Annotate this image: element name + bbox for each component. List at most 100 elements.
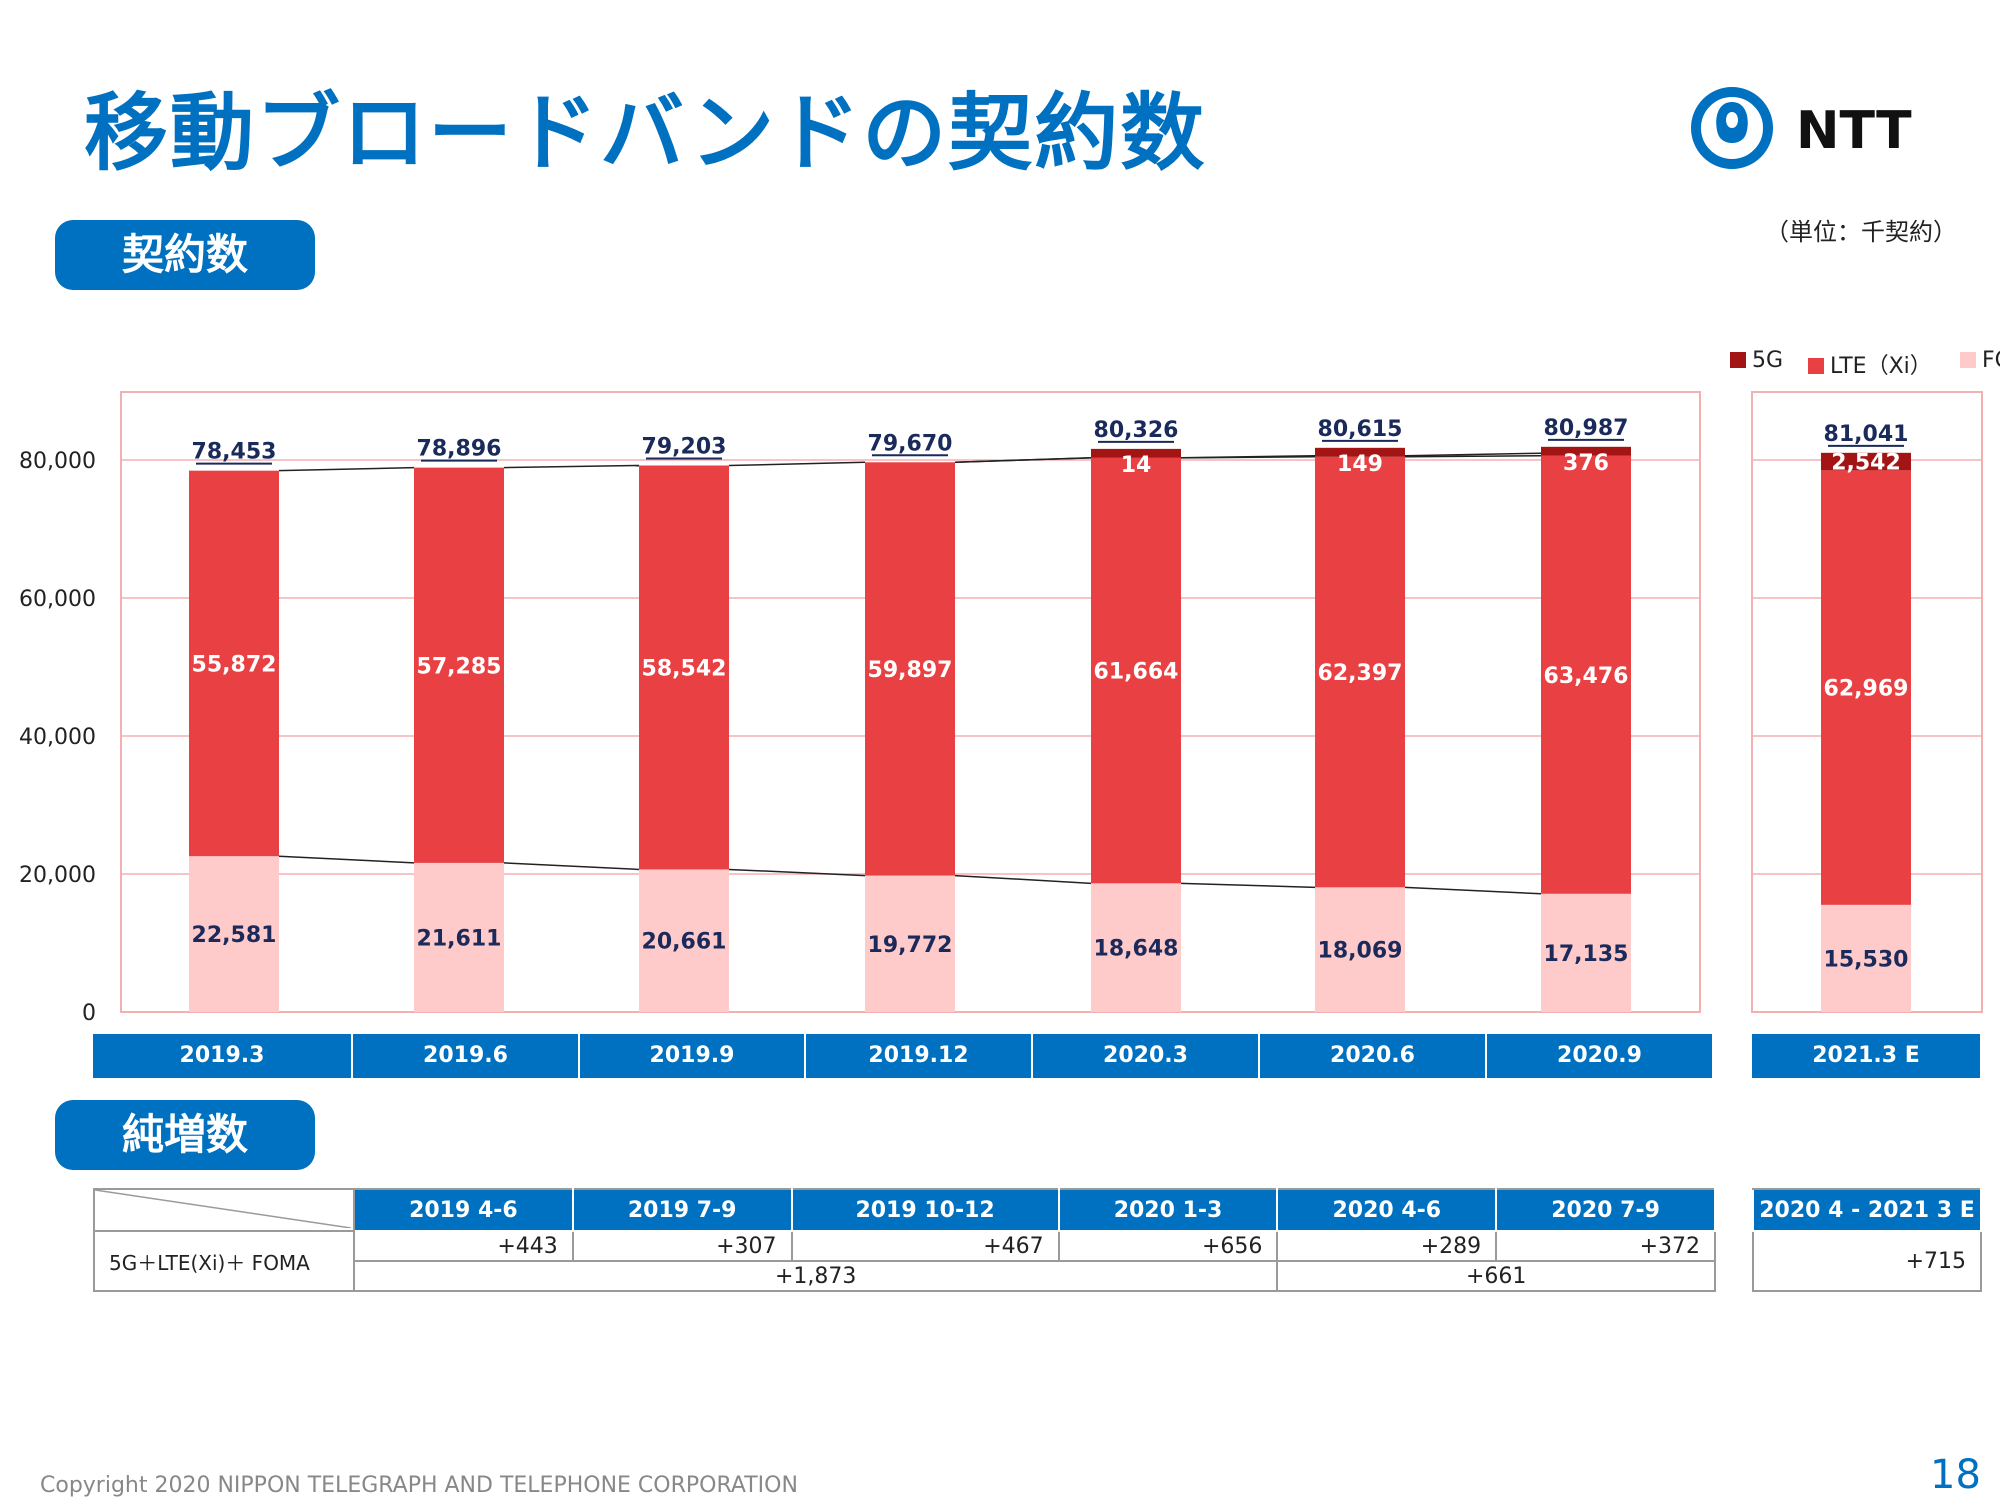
bar-5g: [1315, 447, 1405, 457]
x-tick-label: 2020.6: [1260, 1034, 1487, 1078]
lte-connector: [503, 464, 640, 469]
label-5g: 376: [1563, 451, 1609, 476]
label-total: 78,453: [192, 440, 277, 465]
foma-connector: [1180, 882, 1316, 889]
label-total: 80,615: [1318, 417, 1403, 442]
ntt-logo-icon: [1691, 87, 1773, 169]
page-title: 移動ブロードバンドの契約数: [84, 84, 1207, 182]
bar-lte: [1541, 455, 1631, 894]
unit-label: （単位：千契約）: [1765, 218, 1957, 246]
bar-foma: [189, 856, 279, 1012]
total-connector: [954, 457, 1092, 464]
table-corner-cell: [93, 1188, 355, 1232]
x-tick-label: 2020.3: [1033, 1034, 1260, 1078]
value-q5: +289: [1276, 1230, 1498, 1262]
legend-item-5g: 5G: [1730, 348, 1783, 373]
y-tick-label: 0: [82, 1001, 96, 1026]
foma-connector: [1404, 886, 1542, 895]
label-lte: 55,872: [192, 652, 277, 677]
header-forecast: 2020 4 - 2021 3 E: [1752, 1188, 1982, 1232]
label-foma: 18,069: [1318, 939, 1403, 964]
stacked-bar-chart: 0 20,000 40,000 60,000 80,000 22,581 55,872 78,…: [19, 391, 1983, 1026]
label-foma: 18,648: [1094, 937, 1179, 962]
label-foma: 15,530: [1824, 947, 1909, 972]
label-foma: 17,135: [1544, 942, 1629, 967]
lte-connector: [1404, 455, 1542, 458]
total-connector: [1180, 455, 1316, 459]
y-tick-label: 80,000: [19, 449, 96, 474]
label-5g: 149: [1337, 452, 1383, 477]
label-total: 78,896: [417, 437, 502, 462]
header-q2: 2019 7-9: [571, 1188, 793, 1232]
bar-lte: [639, 465, 729, 870]
x-tick-label: 2019.6: [353, 1034, 580, 1078]
y-tick-label: 40,000: [19, 725, 96, 750]
value-q3: +467: [790, 1230, 1060, 1262]
x-tick-label: 2019.9: [580, 1034, 806, 1078]
label-total: 81,041: [1824, 422, 1909, 447]
lte-connector: [278, 466, 415, 472]
row-label: 5G＋LTE(Xi)＋ FOMA: [93, 1230, 355, 1292]
label-total: 79,670: [868, 431, 953, 456]
value-forecast: +715: [1752, 1230, 1982, 1292]
label-lte: 62,969: [1824, 677, 1909, 702]
header-q6: 2020 7-9: [1495, 1188, 1716, 1232]
label-lte: 61,664: [1094, 660, 1179, 685]
net-additions-table: 2019 4-6 2019 7-9 2019 10-12 2020 1-3 20…: [93, 1188, 1716, 1292]
bar-foma: [639, 869, 729, 1012]
foma-connector: [728, 868, 866, 877]
copyright-footer: Copyright 2020 NIPPON TELEGRAPH AND TELE…: [40, 1473, 798, 1498]
ntt-logo-text: NTT: [1796, 101, 1912, 161]
label-lte: 57,285: [417, 654, 502, 679]
label-lte: 62,397: [1318, 661, 1403, 686]
bar-foma: [1315, 887, 1405, 1012]
bar-foma: [1821, 904, 1911, 1012]
bar-lte: [865, 462, 955, 876]
bar-5g: [1821, 452, 1911, 471]
bar-5g: [1541, 446, 1631, 456]
lte-connector: [728, 461, 866, 467]
header-q1: 2019 4-6: [353, 1188, 574, 1232]
bar-lte: [1091, 457, 1181, 884]
bar-lte: [414, 467, 504, 863]
section-badge-net-additions: 純増数: [55, 1100, 315, 1170]
foma-connector: [278, 855, 415, 864]
value-fiscal-2020: +661: [1276, 1260, 1716, 1292]
bar-lte: [189, 470, 279, 857]
total-connector: [1404, 452, 1542, 457]
foma-connector: [954, 874, 1092, 885]
label-lte: 63,476: [1544, 664, 1629, 689]
x-tick-label: 2019.12: [806, 1034, 1033, 1078]
label-5g: 14: [1121, 453, 1152, 478]
value-q6: +372: [1495, 1230, 1716, 1262]
value-q2: +307: [571, 1230, 793, 1262]
x-tick-label: 2021.3 E: [1752, 1034, 1982, 1078]
label-lte: 58,542: [642, 656, 727, 681]
bar-lte: [1315, 456, 1405, 888]
bar-foma: [1091, 883, 1181, 1012]
header-q3: 2019 10-12: [790, 1188, 1060, 1232]
x-tick-label: 2019.3: [93, 1034, 353, 1078]
value-q4: +656: [1057, 1230, 1279, 1262]
y-tick-label: 60,000: [19, 587, 96, 612]
label-foma: 19,772: [868, 933, 953, 958]
bar-foma: [865, 875, 955, 1012]
page-number: 18: [1930, 1452, 1981, 1498]
foma-connector: [503, 862, 640, 871]
legend-item-lte: LTE（Xi）: [1808, 348, 1932, 380]
x-tick-label: 2020.9: [1487, 1034, 1714, 1078]
bar-lte: [1821, 470, 1911, 905]
bar-foma: [414, 862, 504, 1012]
label-foma: 22,581: [192, 923, 277, 948]
legend-item-foma: FOMA: [1960, 348, 2000, 373]
header-q5: 2020 4-6: [1276, 1188, 1498, 1232]
value-fiscal-2019: +1,873: [352, 1260, 1279, 1292]
label-foma: 20,661: [642, 930, 727, 955]
net-additions-forecast-table: 2020 4 - 2021 3 E +715: [1752, 1188, 1982, 1292]
value-q1: +443: [353, 1230, 574, 1262]
ntt-logo: NTT: [1691, 87, 1912, 169]
bar-5g: [1091, 448, 1181, 458]
label-total: 80,987: [1544, 416, 1629, 441]
label-foma: 21,611: [417, 926, 502, 951]
label-total: 79,203: [642, 434, 727, 459]
